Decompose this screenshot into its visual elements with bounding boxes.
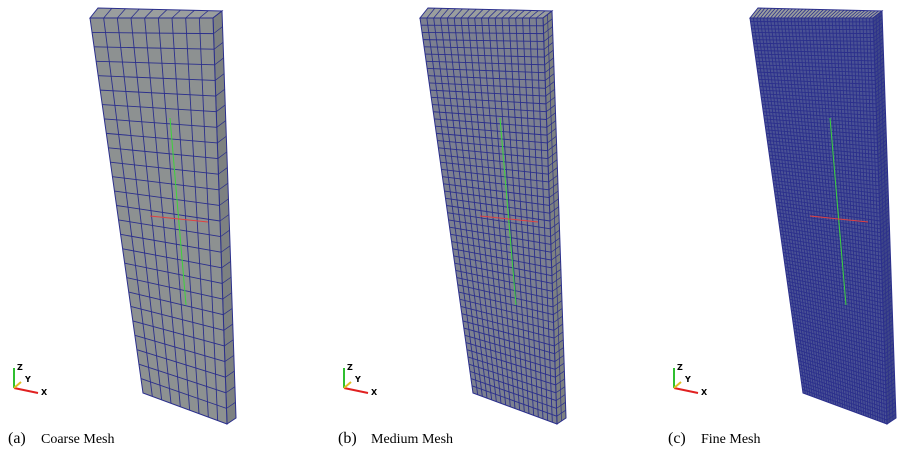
subfigure-label: (c) — [668, 430, 686, 447]
subfigure-caption: Fine Mesh — [701, 432, 761, 447]
axis-label: Y — [24, 375, 31, 384]
triad-y — [674, 382, 681, 388]
subfigure-caption: Medium Mesh — [371, 432, 453, 447]
panel: ZY X (c) Fine Mesh — [668, 8, 896, 447]
axis-label: X — [701, 388, 708, 397]
triad-x — [344, 388, 368, 393]
mesh-line — [421, 25, 543, 26]
mesh-top — [90, 8, 222, 18]
axis-label: Y — [354, 375, 361, 384]
triad-y — [344, 382, 351, 388]
axis-label: Z — [677, 363, 683, 372]
mesh-front — [90, 18, 227, 424]
panel: ZY X (b) Medium Mesh — [338, 8, 566, 447]
subfigure-label: (b) — [338, 430, 357, 447]
mesh-line — [751, 25, 873, 26]
axis-label: Z — [347, 363, 353, 372]
axis-label: X — [41, 388, 48, 397]
axis-label: Z — [17, 363, 23, 372]
triad-y — [14, 382, 21, 388]
axis-label: Y — [684, 375, 691, 384]
figure: ZYX(a)Coarse MeshZYX(b)Medium MeshZYX(c)… — [0, 0, 906, 452]
triad-x — [14, 388, 38, 393]
triad-x — [674, 388, 698, 393]
subfigure-label: (a) — [8, 430, 26, 447]
panel: ZY X (a) Coarse Mesh — [8, 8, 236, 447]
axis-label: X — [371, 388, 378, 397]
subfigure-caption: Coarse Mesh — [41, 432, 115, 447]
